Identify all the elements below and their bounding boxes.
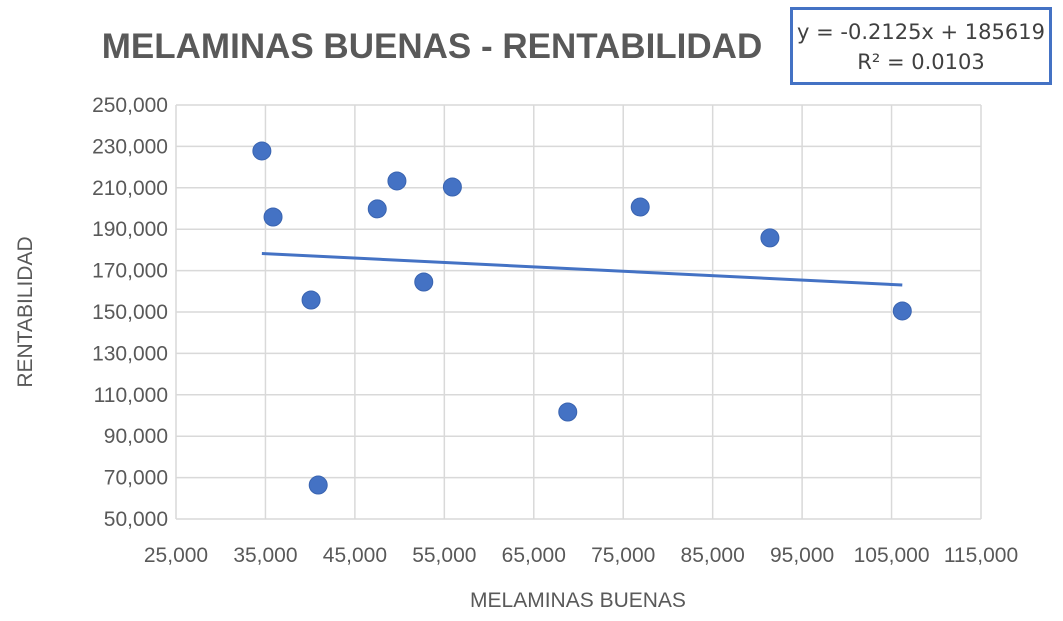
data-point [387,171,407,191]
data-point [760,228,780,248]
y-tick-label: 250,000 [92,94,168,117]
trendline-equation-box: y = -0.2125x + 185619 R² = 0.0103 [790,7,1052,85]
data-point [367,199,387,219]
trendline [261,251,903,287]
trendline-group [261,251,903,287]
trendline-equation: y = -0.2125x + 185619 [797,20,1045,44]
x-tick-labels: 25,000 35,000 45,000 55,000 65,000 75,000 85,0… [144,544,1018,567]
x-tick-label: 75,000 [591,544,655,567]
y-tick-label: 90,000 [104,425,168,448]
x-tick-label: 25,000 [144,544,208,567]
chart-title: MELAMINAS BUENAS - RENTABILIDAD [102,27,762,66]
x-tick-label: 45,000 [323,544,387,567]
y-tick-label: 190,000 [92,218,168,241]
x-tick-label: 115,000 [944,544,1018,567]
x-tick-label: 85,000 [681,544,745,567]
x-tick-label: 65,000 [502,544,566,567]
x-tick-label: 95,000 [770,544,834,567]
trendline-r-squared: R² = 0.0103 [857,50,985,74]
data-point [442,177,462,197]
y-tick-label: 230,000 [92,135,168,158]
x-tick-label: 35,000 [233,544,297,567]
y-axis-label: RENTABILIDAD [14,236,37,387]
data-point [630,197,650,217]
y-tick-labels: 50,000 70,000 90,000 110,000 130,000 150,000 1… [92,94,168,531]
y-tick-label: 70,000 [104,467,168,490]
data-points [252,141,912,495]
data-point [414,272,434,292]
data-point [301,290,321,310]
data-point [558,402,578,422]
grid-lines [175,104,982,520]
data-point [252,141,272,161]
x-tick-label: 55,000 [412,544,476,567]
y-tick-label: 210,000 [92,177,168,200]
data-point [263,207,283,227]
y-tick-label: 110,000 [94,384,168,407]
y-tick-label: 50,000 [104,508,168,531]
y-tick-label: 130,000 [92,342,168,365]
data-point [892,301,912,321]
x-tick-label: 105,000 [854,544,930,567]
y-tick-label: 170,000 [92,260,168,283]
y-tick-label: 150,000 [92,301,168,324]
data-point [308,475,328,495]
x-axis-label: MELAMINAS BUENAS [470,589,686,612]
